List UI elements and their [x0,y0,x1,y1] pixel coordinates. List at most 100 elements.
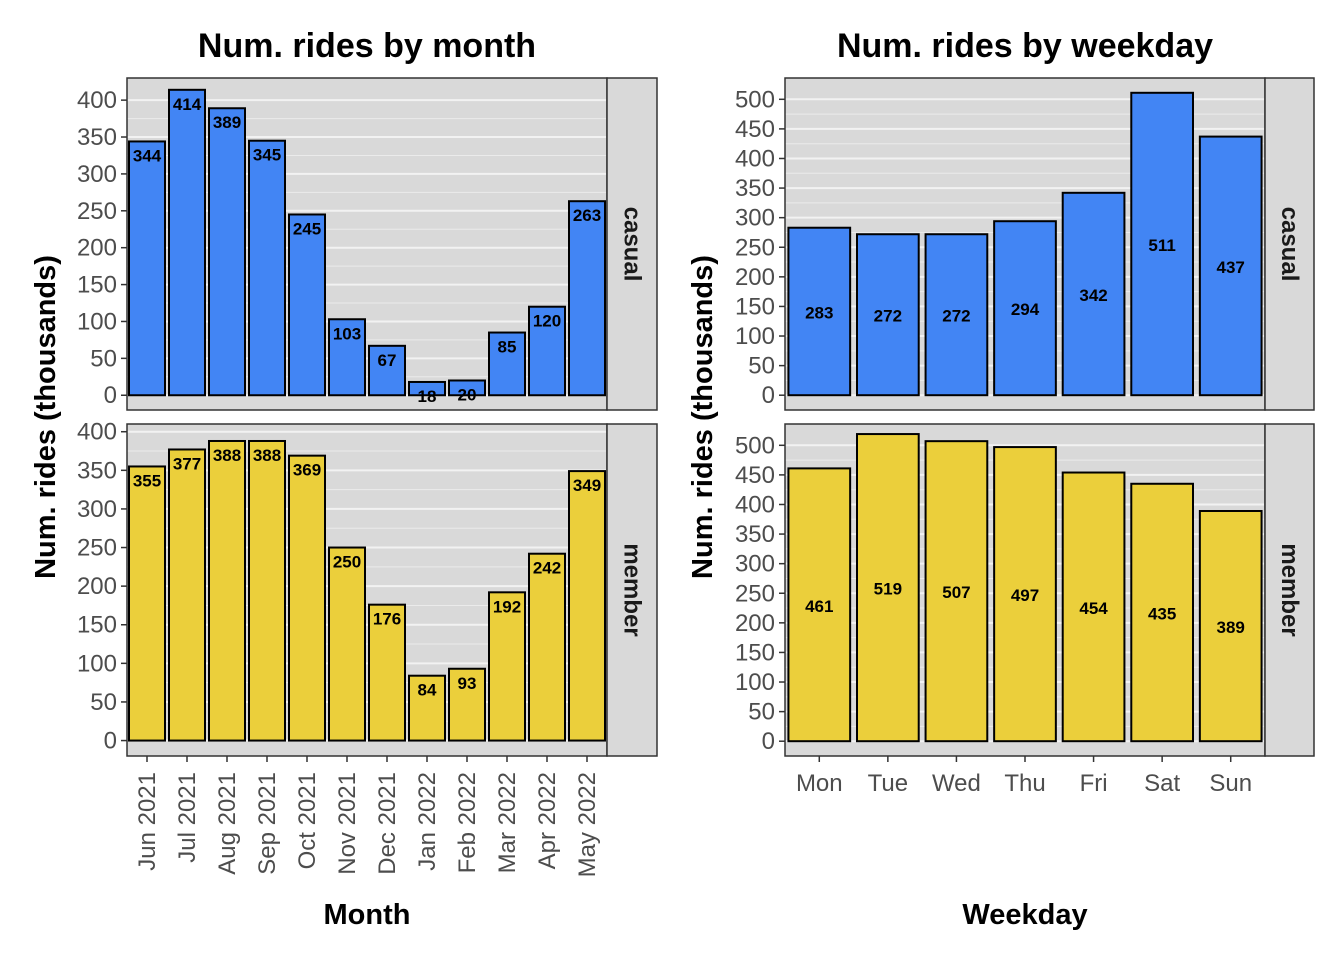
x-tick-label: Thu [1004,770,1045,797]
y-tick-label: 200 [77,235,117,262]
x-tick-label: Aug 2021 [214,772,241,875]
bar-casual-7 [408,380,446,397]
facet-strip [606,77,658,411]
bar-value-label: 388 [253,446,281,465]
x-tick-label: Sun [1209,770,1252,797]
y-tick-label: 350 [735,521,775,548]
facet-strip [1264,77,1315,411]
y-tick-label: 0 [104,382,117,409]
bar-value-label: 497 [1011,586,1039,605]
bar-value-label: 176 [373,610,401,629]
bar-member-4 [1061,471,1126,743]
bar-member-1 [856,433,920,743]
bar-casual-4 [288,213,326,397]
x-tick-label: Jun 2021 [134,772,161,871]
y-tick-label: 300 [77,496,117,523]
bar-member-7 [408,674,446,742]
bar-value-label: 349 [573,476,601,495]
bar-value-label: 414 [173,95,202,114]
bar-casual-4 [1061,191,1126,397]
bar-value-label: 283 [805,303,833,322]
bar-value-label: 377 [173,454,201,473]
y-tick-label: 300 [735,551,775,578]
bar-value-label: 369 [293,461,321,480]
bar-casual-0 [128,140,166,397]
x-tick-label: Mar 2022 [494,772,521,873]
facet-strip-label: member [619,543,646,636]
bar-casual-8 [448,379,486,397]
y-axis-title: Num. rides (thousands) [30,255,62,579]
bar-member-1 [168,448,206,742]
y-tick-label: 150 [77,612,117,639]
x-tick-label: May 2022 [574,772,601,877]
bar-value-label: 20 [458,385,477,404]
y-tick-label: 300 [77,161,117,188]
bar-casual-6 [1198,135,1263,397]
bar-member-11 [568,470,606,742]
bar-value-label: 389 [1217,618,1245,637]
bar-value-label: 242 [533,559,561,578]
x-tick-label: Sat [1144,770,1180,797]
y-tick-label: 150 [77,272,117,299]
facet-strip-label: casual [1276,207,1303,282]
chart-title: Num. rides by weekday [837,27,1213,65]
bar-casual-3 [248,139,286,397]
bar-value-label: 461 [805,597,833,616]
bar-value-label: 93 [458,674,477,693]
y-tick-label: 150 [735,293,775,320]
chart-weekday: Num. rides by weekday Weekday Num. rides (… [687,27,1315,931]
bar-member-5 [1130,482,1195,743]
bar-value-label: 263 [573,206,601,225]
y-tick-label: 50 [90,689,117,716]
y-tick-label: 100 [77,650,117,677]
y-tick-label: 250 [77,198,117,225]
y-tick-label: 150 [735,639,775,666]
bar-casual-9 [488,331,526,397]
y-tick-label: 450 [735,462,775,489]
bar-value-label: 511 [1148,236,1175,255]
bar-value-label: 272 [874,307,902,326]
y-tick-label: 0 [762,382,775,409]
x-axis-title: Month [324,899,411,931]
y-tick-label: 100 [77,308,117,335]
x-tick-label: Feb 2022 [454,772,481,873]
bar-casual-1 [168,88,206,397]
x-tick-label: Oct 2021 [294,772,321,869]
y-tick-label: 200 [77,573,117,600]
x-tick-label: Wed [932,770,981,797]
bar-member-6 [1198,509,1263,743]
bar-member-8 [448,667,486,742]
bar-member-5 [328,546,366,742]
y-tick-label: 200 [735,264,775,291]
bar-value-label: 342 [1079,286,1107,305]
bar-member-4 [288,454,326,742]
bar-member-3 [248,439,286,742]
bar-casual-1 [856,233,920,397]
y-tick-label: 50 [90,345,117,372]
bar-value-label: 103 [333,324,361,343]
bar-value-label: 250 [333,553,361,572]
bar-value-label: 435 [1148,604,1176,623]
bar-value-label: 272 [942,307,970,326]
bar-casual-0 [787,226,852,397]
bar-value-label: 294 [1011,300,1040,319]
bar-value-label: 519 [874,580,902,599]
y-tick-label: 350 [77,457,117,484]
bar-value-label: 437 [1217,258,1245,277]
y-tick-label: 0 [762,728,775,755]
y-tick-label: 450 [735,116,775,143]
x-tick-label: Jan 2022 [414,772,441,871]
facet-strip-label: casual [619,207,646,282]
bar-member-6 [368,603,406,742]
y-tick-label: 250 [735,580,775,607]
bar-member-2 [208,439,246,742]
y-tick-label: 100 [735,323,775,350]
bar-member-9 [488,591,526,742]
panel-background [127,78,607,410]
bar-member-10 [528,552,566,742]
y-tick-label: 400 [77,419,117,446]
bar-value-label: 84 [418,681,437,700]
x-tick-label: Apr 2022 [534,772,561,869]
